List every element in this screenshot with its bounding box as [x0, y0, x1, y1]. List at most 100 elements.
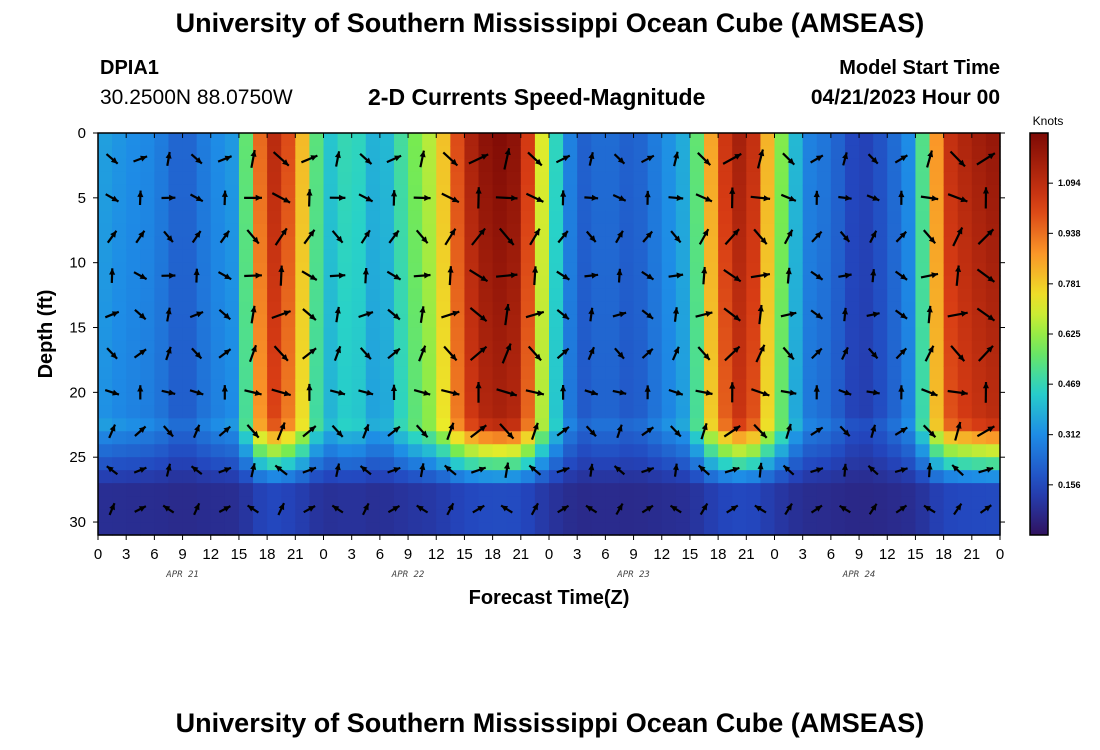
- heatmap-cell: [436, 327, 451, 342]
- current-arrow: [475, 187, 482, 209]
- heatmap-cell: [309, 522, 325, 536]
- heatmap-cell: [520, 249, 536, 264]
- heatmap-cell: [408, 392, 423, 406]
- heatmap-cell: [365, 483, 381, 497]
- heatmap-cell: [830, 470, 846, 484]
- heatmap-cell: [154, 197, 170, 212]
- heatmap-cell: [985, 236, 1001, 251]
- heatmap-cell: [675, 210, 691, 225]
- heatmap-cell: [830, 366, 846, 380]
- current-arrow: [750, 195, 771, 202]
- current-arrow: [724, 228, 740, 246]
- heatmap-cell: [379, 145, 395, 160]
- heatmap-cell: [859, 392, 874, 406]
- heatmap-cell: [210, 418, 226, 432]
- heatmap-cell: [689, 327, 705, 342]
- heatmap-cell: [506, 496, 522, 510]
- heatmap-cell: [971, 496, 987, 510]
- heatmap-cell: [253, 249, 268, 264]
- heatmap-cell: [971, 249, 987, 264]
- x-tick-label: 15: [456, 546, 473, 563]
- heatmap-cell: [112, 262, 127, 277]
- heatmap-cell: [140, 197, 155, 212]
- heatmap-cell: [661, 210, 677, 225]
- heatmap-cell: [816, 457, 832, 471]
- heatmap-cell: [760, 444, 776, 458]
- heatmap-cell: [323, 405, 339, 419]
- heatmap-cell: [112, 327, 127, 342]
- heatmap-cell: [154, 314, 170, 329]
- heatmap-cell: [506, 314, 522, 329]
- heatmap-cell: [788, 249, 804, 264]
- heatmap-cell: [492, 288, 508, 303]
- heatmap-cell: [534, 483, 550, 497]
- heatmap-cell: [760, 353, 776, 368]
- heatmap-cell: [281, 249, 296, 264]
- heatmap-cell: [238, 171, 254, 186]
- current-arrow: [920, 272, 939, 279]
- heatmap-cell: [718, 158, 733, 173]
- current-arrow: [162, 425, 174, 438]
- heatmap-cell: [478, 483, 494, 497]
- heatmap-cell: [760, 275, 776, 290]
- heatmap-cell: [957, 366, 973, 380]
- heatmap-cell: [337, 470, 353, 484]
- heatmap-cell: [323, 353, 339, 368]
- current-arrow: [469, 307, 488, 323]
- heatmap-cell: [647, 184, 663, 199]
- heatmap-cell: [492, 470, 508, 484]
- current-arrow: [163, 230, 174, 243]
- heatmap-cell: [985, 197, 1001, 212]
- heatmap-cell: [408, 327, 423, 342]
- heatmap-cell: [98, 444, 113, 458]
- heatmap-cell: [873, 405, 888, 419]
- heatmap-cell: [915, 444, 931, 458]
- heatmap-cell: [675, 366, 691, 380]
- heatmap-cell: [591, 275, 606, 290]
- x-axis: 0 3 6 9 12 15 18 21 0 3 6 9 12 15 18 21 0 3 6 9 12 15 18 21 0 3 6 9…: [94, 133, 1004, 580]
- current-arrow: [977, 345, 994, 362]
- heatmap-cell: [295, 184, 310, 199]
- current-arrow: [723, 424, 741, 438]
- heatmap-cell: [520, 444, 536, 458]
- heatmap-cell: [140, 444, 155, 458]
- heatmap-cell: [210, 133, 226, 147]
- heatmap-cell: [436, 392, 451, 406]
- current-arrow: [165, 463, 172, 477]
- heatmap-cell: [196, 496, 212, 510]
- heatmap-cell: [830, 509, 846, 523]
- heatmap-cell: [605, 444, 621, 458]
- heatmap-cell: [591, 366, 606, 380]
- current-arrow: [165, 346, 172, 361]
- heatmap-cell: [393, 197, 409, 212]
- heatmap-cell: [450, 405, 466, 419]
- heatmap-cell: [422, 314, 437, 329]
- heatmap-cell: [253, 197, 268, 212]
- heatmap-cell: [196, 483, 212, 497]
- heatmap-cell: [323, 522, 339, 536]
- current-arrow: [668, 194, 684, 201]
- heatmap-cell: [379, 418, 395, 432]
- current-arrow: [699, 502, 709, 516]
- heatmap-cell: [591, 483, 606, 497]
- heatmap-cell: [873, 444, 888, 458]
- heatmap-cell: [224, 483, 240, 497]
- heatmap-cell: [379, 405, 395, 419]
- heatmap-cell: [224, 379, 240, 393]
- heatmap-cell: [943, 133, 959, 147]
- heatmap-cell: [98, 483, 113, 497]
- heatmap-cell: [661, 314, 677, 329]
- heatmap-cell: [901, 133, 917, 147]
- heatmap-cell: [577, 470, 592, 484]
- heatmap-cell: [760, 171, 776, 186]
- heatmap-cell: [253, 392, 268, 406]
- heatmap-cell: [619, 366, 635, 380]
- current-arrow: [947, 310, 968, 318]
- current-arrow: [359, 347, 372, 360]
- heatmap-cell: [196, 457, 212, 471]
- heatmap-cell: [689, 418, 705, 432]
- heatmap-cell: [337, 262, 353, 277]
- current-arrow: [246, 229, 260, 245]
- heatmap-cell: [675, 249, 691, 264]
- heatmap-cell: [365, 275, 381, 290]
